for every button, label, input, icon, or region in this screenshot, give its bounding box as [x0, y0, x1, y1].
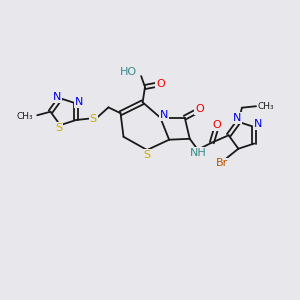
Text: O: O — [195, 104, 204, 114]
Text: N: N — [75, 97, 83, 107]
Text: S: S — [143, 150, 151, 160]
Text: O: O — [156, 79, 165, 89]
Text: CH₃: CH₃ — [16, 112, 33, 121]
Text: Br: Br — [215, 158, 228, 168]
Text: N: N — [53, 92, 61, 102]
Text: S: S — [55, 123, 62, 133]
Text: O: O — [212, 120, 221, 130]
Text: N: N — [160, 110, 168, 120]
Text: HO: HO — [120, 67, 137, 77]
Text: N: N — [254, 119, 262, 129]
Text: N: N — [233, 113, 241, 123]
Text: CH₃: CH₃ — [257, 102, 274, 111]
Text: NH: NH — [190, 148, 207, 158]
Text: S: S — [90, 114, 97, 124]
